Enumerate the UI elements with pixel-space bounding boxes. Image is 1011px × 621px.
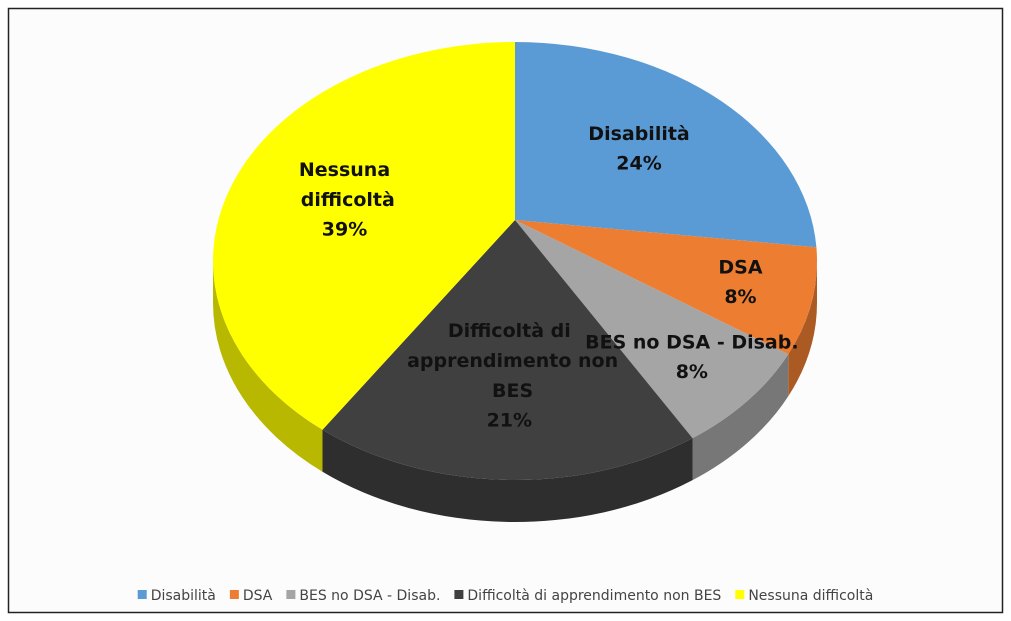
slice (515, 220, 789, 439)
legend-swatch (454, 590, 464, 599)
legend-swatch (229, 590, 239, 599)
legend-swatch (137, 590, 147, 599)
slice-side (692, 354, 789, 481)
data-label-value: 8% (676, 361, 708, 383)
slice-side (788, 261, 817, 397)
slice (515, 220, 817, 355)
slice (213, 42, 515, 430)
data-label-name: Disabilità (588, 122, 689, 144)
data-label-name: BES no DSA - Disab. (585, 331, 798, 353)
data-label-value: 8% (724, 286, 756, 308)
slice-side (322, 429, 693, 522)
legend-label: BES no DSA - Disab. (299, 588, 440, 604)
legend-label: Nessuna difficoltà (748, 588, 873, 604)
legend-label: DSA (243, 588, 273, 604)
data-label-name: DSA (718, 256, 762, 278)
data-label-name: Nessuna difficoltà (294, 159, 395, 211)
data-label-value: 21% (487, 409, 532, 431)
slice-side (213, 261, 323, 472)
legend-swatch (286, 590, 296, 599)
legend: Disabilità DSA BES no DSA - Disab. Difficol… (137, 588, 873, 604)
legend-label: Difficoltà di apprendimento non BES (467, 588, 721, 604)
data-label-value: 39% (322, 219, 367, 241)
legend-label: Disabilità (151, 588, 216, 604)
data-label-value: 24% (616, 152, 661, 174)
slice (322, 220, 693, 480)
legend-swatch (735, 590, 745, 599)
slice (515, 42, 817, 248)
data-label-name: Difficoltà di apprendimento non BES (401, 319, 619, 401)
